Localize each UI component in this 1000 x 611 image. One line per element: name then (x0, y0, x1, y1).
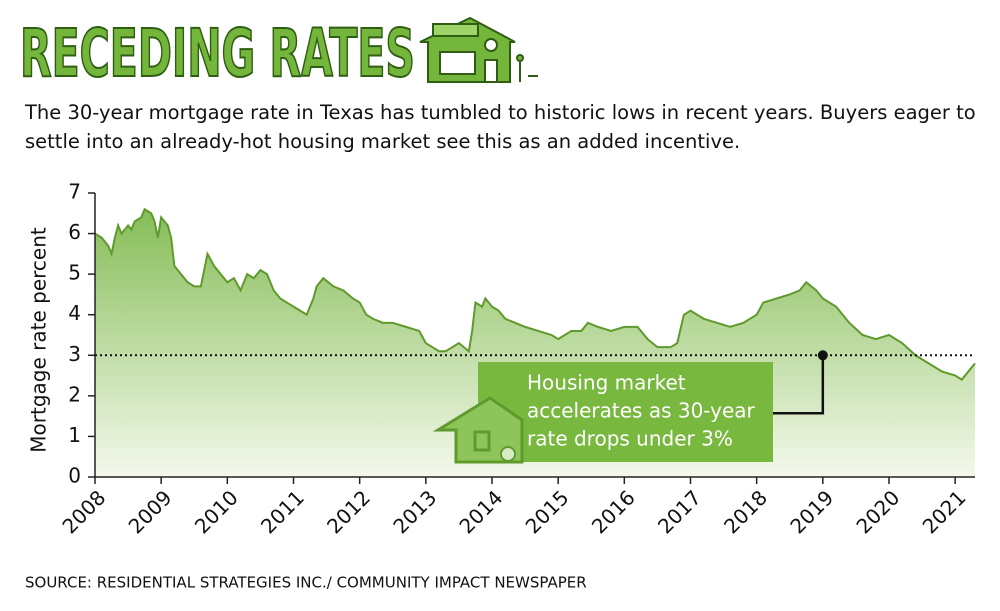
annotation-text: Housing market (527, 371, 686, 395)
subtitle: The 30-year mortgage rate in Texas has t… (25, 101, 976, 153)
annotation-point (817, 350, 828, 361)
annotation-box (478, 362, 773, 462)
house-door (473, 430, 491, 452)
y-tick-label: 1 (68, 423, 81, 447)
y-tick-label: 6 (68, 220, 81, 244)
line (94, 207, 976, 381)
y-tick-label: 5 (68, 261, 81, 285)
x-tick-label: 2017 (653, 485, 706, 538)
x-tick-label: 2012 (322, 485, 375, 538)
y-tick-label: 3 (68, 342, 81, 366)
x-tick-label: 2019 (785, 485, 838, 538)
chart-title: RECEDING RATES (20, 15, 415, 92)
x-tick-label: 2011 (256, 485, 309, 538)
x-tick-label: 2015 (521, 485, 574, 538)
x-tick-label: 2008 (57, 485, 110, 538)
annotation-connector (773, 355, 825, 415)
annotation-text: accelerates as 30-year (527, 399, 756, 423)
x-tick-label: 2018 (719, 485, 772, 538)
subtitle-box: The 30-year mortgage rate in Texas has t… (25, 101, 976, 153)
x-tick-label: 2009 (124, 485, 177, 538)
x-tick-label: 2013 (388, 485, 441, 538)
house-icon (419, 16, 538, 83)
y-tick-label: 7 (68, 180, 81, 204)
annotation-text: rate drops under 3% (527, 427, 733, 451)
y-axis-label: Mortgage rate percent (27, 227, 51, 453)
x-tick-label: 2016 (587, 485, 640, 538)
x-tick-label: 2014 (454, 485, 507, 538)
shrub (500, 446, 516, 462)
annotation-house (432, 396, 524, 464)
x-tick-label: 2021 (918, 485, 971, 538)
x-tick-label: 2020 (851, 485, 904, 538)
x-tick-label: 2010 (190, 485, 243, 538)
y-tick-label: 4 (68, 301, 81, 325)
y-tick-label: 2 (68, 382, 81, 406)
source: SOURCE: RESIDENTIAL STRATEGIES INC./ COM… (25, 574, 587, 592)
y-tick-label: 0 (68, 464, 81, 488)
house-roof (432, 396, 524, 464)
